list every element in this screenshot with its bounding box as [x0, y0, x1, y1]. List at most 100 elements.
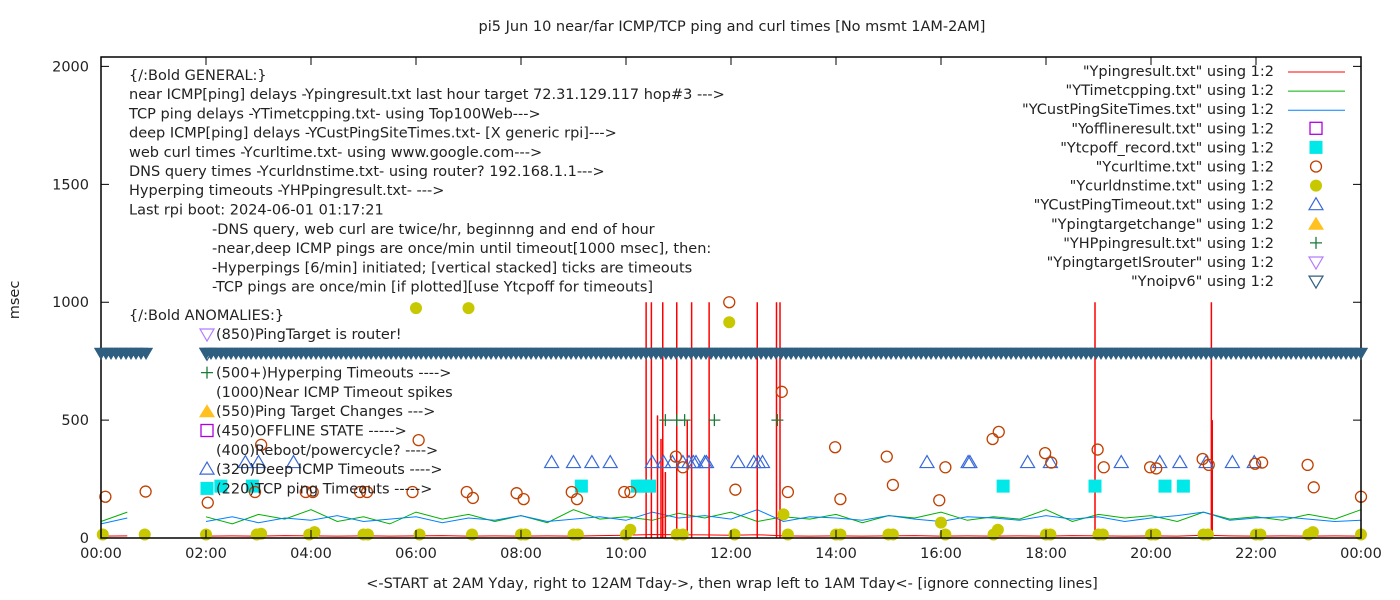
curl-time-marker [99, 490, 112, 503]
annotation-anomaly-line: (450)OFFLINE STATE -----> [216, 424, 407, 440]
x-tick-label: 10:00 [605, 546, 647, 562]
x-tick-label: 14:00 [815, 546, 857, 562]
annotation-general-line: deep ICMP[ping] delays -YCustPingSiteTim… [129, 126, 617, 142]
dns-time-marker [935, 516, 947, 529]
curl-time-marker [828, 441, 842, 454]
curl-time-marker [360, 485, 374, 499]
curl-time-marker [406, 485, 419, 499]
cust-ping-timeout-marker [698, 454, 715, 469]
curl-time-marker [624, 485, 637, 499]
y-axis-label: msec [7, 281, 23, 320]
tcp-timeout-marker [643, 479, 657, 493]
cust-ping-timeout-marker [285, 454, 302, 469]
cust-ping-timeout-marker [961, 454, 978, 469]
annotation-general-line: Hyperping timeouts -YHPpingresult.txt- -… [129, 183, 444, 199]
annotation-anomaly-line: (220)TCP ping Timeouts -----> [216, 481, 432, 497]
curl-time-marker [254, 438, 268, 452]
curl-time-marker [880, 450, 893, 463]
y-tick-label: 1000 [52, 295, 89, 311]
curl-time-marker [139, 485, 152, 498]
curl-time-marker [1255, 456, 1269, 469]
curl-time-marker [306, 485, 319, 499]
curl-time-marker [460, 485, 473, 499]
annotation-note-line: -DNS query, web curl are twice/hr, begin… [212, 222, 655, 238]
legend: "Ypingresult.txt" using 1:2 "YTimetcpping… [1022, 64, 1345, 290]
y-tick-label: 1500 [52, 177, 89, 193]
legend-entry-label: "Ycurltime.txt" using 1:2 [1096, 160, 1274, 176]
curl-time-marker [618, 485, 631, 499]
noipv6-marker [1354, 347, 1368, 360]
tcp-timeout-marker [214, 479, 228, 493]
curl-time-marker [775, 385, 788, 398]
hyperping-timeout-marker [659, 414, 672, 427]
annotation-anomalies-title: {/:Bold ANOMALIES:} [129, 308, 284, 324]
x-tick-label: 22:00 [1235, 546, 1277, 562]
curl-time-marker [1097, 461, 1110, 474]
curl-time-marker [248, 485, 262, 499]
annotation-note-line: -Hyperpings [6/min] initiated; [vertical… [212, 260, 692, 276]
dns-time-marker [624, 523, 637, 536]
dns-time-marker [1306, 526, 1319, 539]
curl-time-marker [1196, 452, 1209, 466]
tcp-timeout-marker [245, 479, 259, 493]
curl-time-marker [1091, 443, 1104, 456]
annotation-general-line: {/:Bold GENERAL:} [129, 68, 267, 84]
y-tick-label: 2000 [52, 59, 89, 75]
curl-time-marker [729, 483, 742, 496]
cust-ping-timeout-marker [602, 454, 619, 469]
annotation-general-line: near ICMP[ping] delays -Ypingresult.txt … [129, 87, 725, 103]
legend-entry-label: "YTimetcpping.txt" using 1:2 [1066, 83, 1274, 99]
x-tick-label: 00:00 [80, 546, 122, 562]
curl-time-marker [986, 432, 999, 446]
tcp-timeout-marker [1088, 479, 1102, 493]
legend-marker-sample [1307, 256, 1325, 271]
annotation-anomaly-line: (320)Deep ICMP Timeouts ----> [216, 462, 443, 478]
legend-entry-label: "YCustPingTimeout.txt" using 1:2 [1034, 198, 1274, 214]
curl-time-marker [353, 485, 367, 499]
curl-time-marker [933, 494, 946, 507]
cust-ping-timeout-marker [687, 454, 705, 469]
cust-ping-timeout-marker [543, 454, 560, 469]
anomaly-marker [198, 328, 216, 343]
curl-time-marker [1248, 457, 1262, 470]
annotation-general-line: Last rpi boot: 2024-06-01 01:17:21 [129, 202, 384, 218]
legend-entry-label: "Ypingtargetchange" using 1:2 [1051, 217, 1274, 233]
curl-time-marker [669, 450, 683, 463]
cust-ping-timeout-marker [754, 454, 771, 469]
annotation-note-line: -near,deep ICMP pings are once/min until… [212, 241, 711, 257]
cust-ping-timeout-marker [918, 454, 936, 469]
dns-time-marker [255, 527, 268, 540]
anomaly-marker [198, 460, 216, 475]
dns-time-marker [308, 526, 321, 539]
curl-time-marker [992, 425, 1005, 439]
legend-entry-label: "YHPpingresult.txt" using 1:2 [1063, 236, 1274, 252]
legend-entry-label: "Yofflineresult.txt" using 1:2 [1071, 121, 1274, 137]
legend-entry-label: "Ynoipv6" using 1:2 [1131, 274, 1274, 290]
curl-time-marker [510, 487, 523, 500]
x-tick-label: 20:00 [1130, 546, 1172, 562]
annotation-general-line: TCP ping delays -YTimetcpping.txt- using… [128, 106, 541, 122]
legend-entry-label: "YpingtargetISrouter" using 1:2 [1047, 255, 1274, 271]
annotation-note-line: -TCP pings are once/min [if plotted][use… [212, 280, 653, 296]
series-line-1 [100, 509, 1362, 525]
anomaly-marker [201, 366, 213, 379]
tcp-timeout-marker [1176, 479, 1190, 493]
axes: 0 500 1000 1500 2000 00:00 02:00 04:00 06:00 08:0… [52, 57, 1382, 562]
x-axis-label: <-START at 2AM Yday, right to 12AM Tday-… [366, 576, 1098, 592]
noipv6-marker [139, 347, 153, 360]
curl-time-marker [1143, 461, 1157, 474]
annotation-anomaly-line: (550)Ping Target Changes ---> [216, 404, 435, 420]
x-tick-label: 12:00 [710, 546, 752, 562]
x-tick-label: 06:00 [395, 546, 437, 562]
cust-ping-timeout-marker [565, 454, 582, 469]
annotation-anomaly-line: (500+)Hyperping Timeouts ----> [216, 366, 451, 382]
curl-time-marker [466, 491, 480, 505]
cust-ping-timeout-marker [1019, 454, 1036, 469]
anomaly-marker [200, 481, 214, 495]
x-tick-label: 08:00 [500, 546, 542, 562]
cust-ping-timeout-marker [1113, 454, 1130, 469]
y-tick-label: 500 [61, 413, 89, 429]
cust-ping-timeout-marker [583, 454, 600, 469]
legend-marker-sample [1309, 160, 1323, 173]
